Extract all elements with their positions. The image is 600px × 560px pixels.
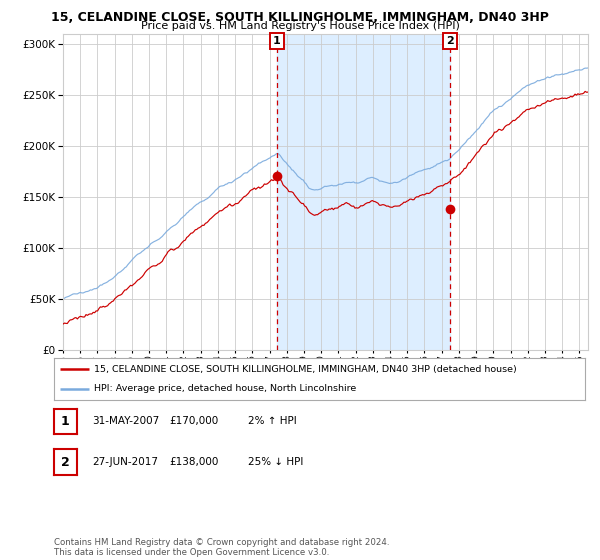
Text: Price paid vs. HM Land Registry's House Price Index (HPI): Price paid vs. HM Land Registry's House …: [140, 21, 460, 31]
Text: 31-MAY-2007: 31-MAY-2007: [92, 416, 159, 426]
Text: £170,000: £170,000: [170, 416, 219, 426]
Text: Contains HM Land Registry data © Crown copyright and database right 2024.
This d: Contains HM Land Registry data © Crown c…: [54, 538, 389, 557]
Text: 27-JUN-2017: 27-JUN-2017: [92, 457, 158, 467]
Bar: [277, 34, 450, 350]
Text: 2: 2: [446, 36, 454, 46]
Text: HPI: Average price, detached house, North Lincolnshire: HPI: Average price, detached house, Nort…: [94, 384, 356, 394]
Text: 2% ↑ HPI: 2% ↑ HPI: [248, 416, 296, 426]
Text: 25% ↓ HPI: 25% ↓ HPI: [248, 457, 303, 467]
Text: 15, CELANDINE CLOSE, SOUTH KILLINGHOLME, IMMINGHAM, DN40 3HP (detached house): 15, CELANDINE CLOSE, SOUTH KILLINGHOLME,…: [94, 365, 517, 374]
Text: 1: 1: [273, 36, 281, 46]
Text: 2: 2: [61, 455, 70, 469]
Text: 1: 1: [61, 414, 70, 428]
Text: £138,000: £138,000: [170, 457, 219, 467]
Text: 15, CELANDINE CLOSE, SOUTH KILLINGHOLME, IMMINGHAM, DN40 3HP: 15, CELANDINE CLOSE, SOUTH KILLINGHOLME,…: [51, 11, 549, 24]
